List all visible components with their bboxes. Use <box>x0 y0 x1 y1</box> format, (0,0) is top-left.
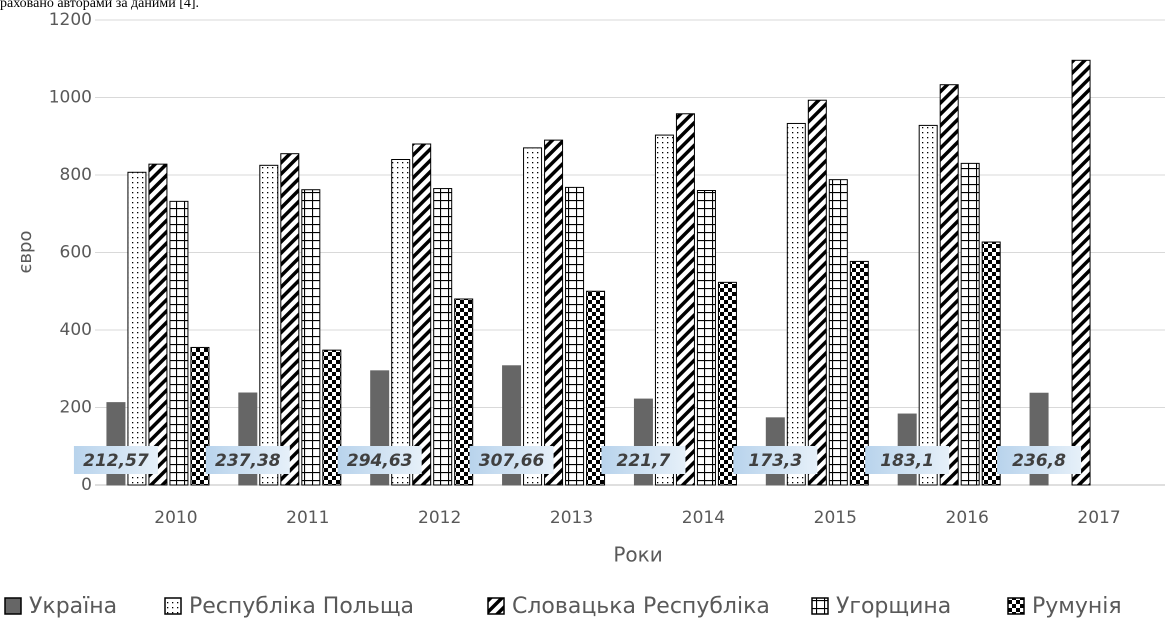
legend-label: Словацька Республіка <box>512 594 770 619</box>
y-tick-label: 1000 <box>49 88 92 108</box>
data-label: 173,3 <box>748 451 802 471</box>
legend-swatch <box>1007 597 1025 615</box>
bar <box>412 143 432 486</box>
x-axis-label: Роки <box>613 543 662 567</box>
bar <box>148 163 168 486</box>
data-label: 212,57 <box>83 451 149 471</box>
data-label: 236,8 <box>1012 451 1066 471</box>
bar <box>786 122 806 486</box>
bar <box>169 200 189 486</box>
bar <box>918 124 938 486</box>
y-tick-label: 800 <box>60 165 92 185</box>
data-label-box <box>337 446 422 474</box>
bar <box>127 171 147 486</box>
data-label-box <box>73 446 158 474</box>
x-tick-label: 2011 <box>286 508 329 528</box>
legend-swatch <box>487 597 505 615</box>
bar <box>454 298 474 486</box>
bar <box>1071 59 1091 486</box>
data-label-box <box>205 446 290 474</box>
legend-label: Україна <box>29 594 117 619</box>
bar <box>259 164 279 486</box>
bar <box>828 179 848 486</box>
data-label-box <box>865 446 950 474</box>
bar <box>544 139 564 486</box>
legend-swatch <box>164 597 182 615</box>
bar <box>433 188 453 486</box>
x-tick-label: 2015 <box>814 508 857 528</box>
y-tick-label: 200 <box>60 398 92 418</box>
data-label: 294,63 <box>347 451 413 471</box>
y-tick-label: 400 <box>60 320 92 340</box>
bar <box>280 153 300 486</box>
bar <box>586 290 606 486</box>
data-label-box <box>469 446 554 474</box>
bar <box>960 162 980 486</box>
data-label-box <box>997 446 1082 474</box>
data-label-box <box>733 446 818 474</box>
x-tick-label: 2013 <box>550 508 593 528</box>
data-label-box <box>601 446 686 474</box>
bar <box>675 113 695 486</box>
bar <box>190 346 210 486</box>
bar <box>391 159 411 486</box>
legend-label: Румунія <box>1032 594 1122 619</box>
x-tick-label: 2017 <box>1077 508 1120 528</box>
legend-swatch <box>4 597 22 615</box>
data-label: 221,7 <box>617 451 671 471</box>
bar <box>523 147 543 486</box>
bar <box>322 349 342 486</box>
bar <box>939 84 959 486</box>
bar <box>565 186 585 486</box>
y-tick-label: 0 <box>81 475 92 495</box>
bar <box>849 260 869 486</box>
bar <box>807 99 827 486</box>
bar <box>717 281 737 486</box>
y-axis-label: євро <box>15 231 36 274</box>
bar <box>654 134 674 486</box>
legend-label: Угорщина <box>836 594 951 619</box>
data-label: 237,38 <box>215 451 281 471</box>
x-tick-label: 2010 <box>154 508 197 528</box>
bar <box>696 190 716 486</box>
x-tick-label: 2012 <box>418 508 461 528</box>
data-label: 307,66 <box>479 451 545 471</box>
bar <box>301 189 321 486</box>
legend-label: Республіка Польща <box>189 594 414 619</box>
legend-swatch <box>811 597 829 615</box>
note: раховано авторами за даними [4]. <box>0 0 199 11</box>
y-tick-label: 1200 <box>49 10 92 30</box>
x-tick-label: 2016 <box>946 508 989 528</box>
bar <box>981 241 1001 486</box>
data-label: 183,1 <box>880 451 934 471</box>
y-tick-label: 600 <box>60 243 92 263</box>
x-tick-label: 2014 <box>682 508 725 528</box>
